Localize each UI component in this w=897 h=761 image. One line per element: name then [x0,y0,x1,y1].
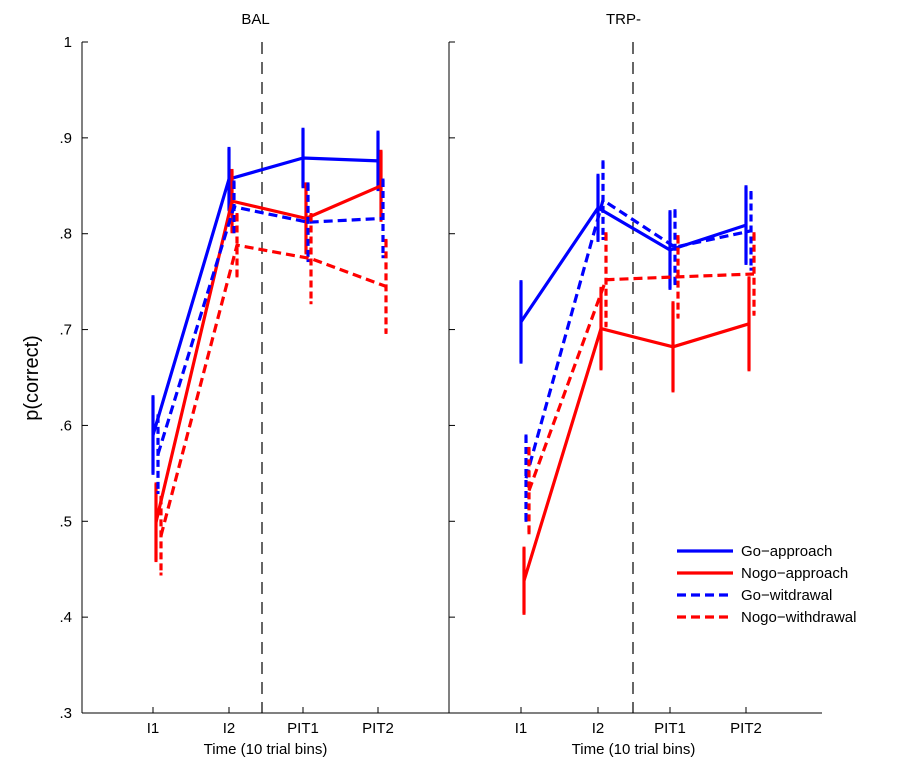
x-tick-label: PIT2 [362,720,394,737]
series-line [154,184,382,523]
x-tick-label: I1 [147,720,160,737]
y-axis-label: p(correct) [21,335,43,421]
series-line [524,198,752,479]
x-tick-label: PIT1 [654,720,686,737]
panel-right: TRP- I1 I2 PIT1 PIT2 Time (10 trial bins) [448,11,822,758]
legend-label: Nogo−withdrawal [741,609,856,626]
x-axis-label: Time (10 trial bins) [204,741,328,758]
series-line [156,205,384,455]
series-line [159,243,387,537]
series-line [151,156,379,436]
x-axis-label: Time (10 trial bins) [572,741,696,758]
panel-left: BAL I1 I2 PIT1 PIT2 Time (10 trial bins) [82,11,449,758]
legend-label: Nogo−approach [741,565,848,582]
y-tick-label: .7 [59,322,72,339]
series-line [522,322,750,582]
panel-title: BAL [241,11,269,28]
y-tick-label: .5 [59,513,72,530]
y-tick-label: .3 [59,705,72,722]
series-line [527,272,755,492]
series-line [519,206,747,323]
legend: Go−approach Nogo−approach Go−witdrawal Nogo… [677,543,856,626]
x-tick-label: I2 [592,720,605,737]
legend-label: Go−approach [741,543,832,560]
y-tick-label: .9 [59,130,72,147]
x-tick-label: I2 [223,720,236,737]
y-tick-label: .4 [59,609,72,626]
y-tick-label: .8 [59,226,72,243]
x-tick-label: PIT2 [730,720,762,737]
y-tick-label: 1 [64,34,72,51]
x-tick-label: I1 [515,720,528,737]
legend-label: Go−witdrawal [741,587,832,604]
panel-title: TRP- [606,11,641,28]
x-tick-label: PIT1 [287,720,319,737]
y-tick-label: .6 [59,417,72,434]
